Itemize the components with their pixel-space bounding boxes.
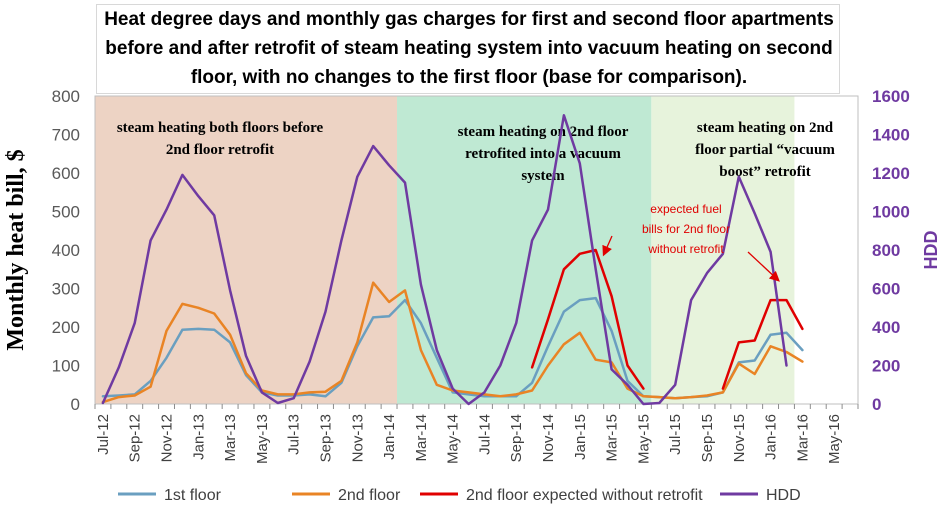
y2-tick-label: 600: [872, 280, 900, 299]
x-tick-label: Sep-12: [127, 414, 144, 462]
y-tick-label: 500: [52, 203, 80, 222]
y-tick-label: 0: [71, 395, 80, 414]
annotation-arrow-left: [602, 235, 613, 257]
y-tick-label: 100: [52, 357, 80, 376]
y2-tick-label: 400: [872, 318, 900, 337]
x-tick-label: Jul-14: [476, 414, 493, 455]
x-tick-label: Jul-15: [667, 414, 684, 455]
title-line-1: Heat degree days and monthly gas charges…: [104, 9, 834, 30]
x-tick-label: Nov-12: [159, 414, 176, 462]
x-tick-label: May-16: [826, 414, 843, 464]
x-tick-label: Jul-13: [286, 414, 303, 455]
x-tick-label: Jan-15: [572, 414, 589, 460]
y-tick-label: 300: [52, 280, 80, 299]
title-line-3: floor, with no changes to the first floo…: [190, 67, 748, 88]
region-3-label-line-2: floor partial “vacuum: [695, 142, 835, 158]
x-tick-label: Jul-12: [95, 414, 112, 455]
y2-tick-label: 1000: [872, 203, 910, 222]
y-axis-title: Monthly heat bill, $: [3, 149, 29, 350]
x-tick-label: Nov-13: [349, 414, 366, 462]
x-tick-label: Nov-14: [540, 414, 557, 462]
region-3-label-line-1: steam heating on 2nd: [697, 120, 834, 136]
x-tick-label: Sep-13: [317, 414, 334, 462]
y-tick-label: 400: [52, 241, 80, 260]
legend-label-1: 1st floor: [164, 487, 222, 504]
x-tick-label: May-15: [635, 414, 652, 464]
x-tick-label: Mar-16: [794, 414, 811, 462]
x-tick-label: Sep-14: [508, 414, 525, 462]
y2-tick-label: 800: [872, 241, 900, 260]
series-line-2nd-floor-expected-without-retrofit-segment-2: [721, 298, 804, 390]
y-tick-label: 800: [52, 87, 80, 106]
x-tick-label: Mar-15: [604, 414, 621, 462]
region-2-label-line-2: retrofited into a vacuum: [465, 146, 621, 162]
region-2-label-line-1: steam heating on 2nd floor: [458, 124, 629, 140]
series-line-2nd-floor-expected-without-retrofit-segment-1: [530, 248, 645, 390]
x-tick-label: Jan-16: [763, 414, 780, 460]
annotation-line-2: bills for 2nd floor: [642, 222, 730, 236]
y2-tick-label: 0: [872, 395, 881, 414]
region-2-label-line-3: system: [521, 168, 565, 184]
y2-tick-label: 1600: [872, 87, 910, 106]
x-tick-label: Jan-13: [190, 414, 207, 460]
y2-tick-label: 200: [872, 357, 900, 376]
annotation-line-1: expected fuel: [650, 202, 721, 216]
y-tick-label: 700: [52, 126, 80, 145]
y-tick-label: 200: [52, 318, 80, 337]
region-3-label-line-3: boost” retrofit: [719, 164, 811, 180]
chart-title: Heat degree days and monthly gas charges…: [96, 4, 840, 94]
annotation-arrow-right: [747, 251, 780, 282]
title-line-2: before and after retrofit of steam heati…: [105, 38, 833, 59]
x-tick-label: May-13: [254, 414, 271, 464]
x-tick-label: Mar-13: [222, 414, 239, 462]
legend-label-4: HDD: [766, 487, 801, 504]
series-line-2nd-floor: [101, 281, 804, 404]
x-tick-label: Jan-14: [381, 414, 398, 460]
x-tick-label: Nov-15: [731, 414, 748, 462]
region-1-label-line-1: steam heating both floors before: [117, 120, 324, 136]
y2-tick-label: 1400: [872, 126, 910, 145]
y-tick-label: 600: [52, 164, 80, 183]
y2-tick-label: 1200: [872, 164, 910, 183]
region-2: [397, 96, 652, 404]
legend-label-2: 2nd floor: [338, 487, 401, 504]
x-tick-label: Mar-14: [413, 414, 430, 462]
x-tick-label: May-14: [445, 414, 462, 464]
x-tick-label: Sep-15: [699, 414, 716, 462]
legend-label-3: 2nd floor expected without retrofit: [466, 487, 703, 504]
region-1-label-line-2: 2nd floor retrofit: [166, 142, 274, 158]
annotation-line-3: without retrofit: [647, 242, 724, 256]
y2-axis-title: HDD: [921, 231, 941, 270]
series-line-hdd: [101, 114, 788, 406]
